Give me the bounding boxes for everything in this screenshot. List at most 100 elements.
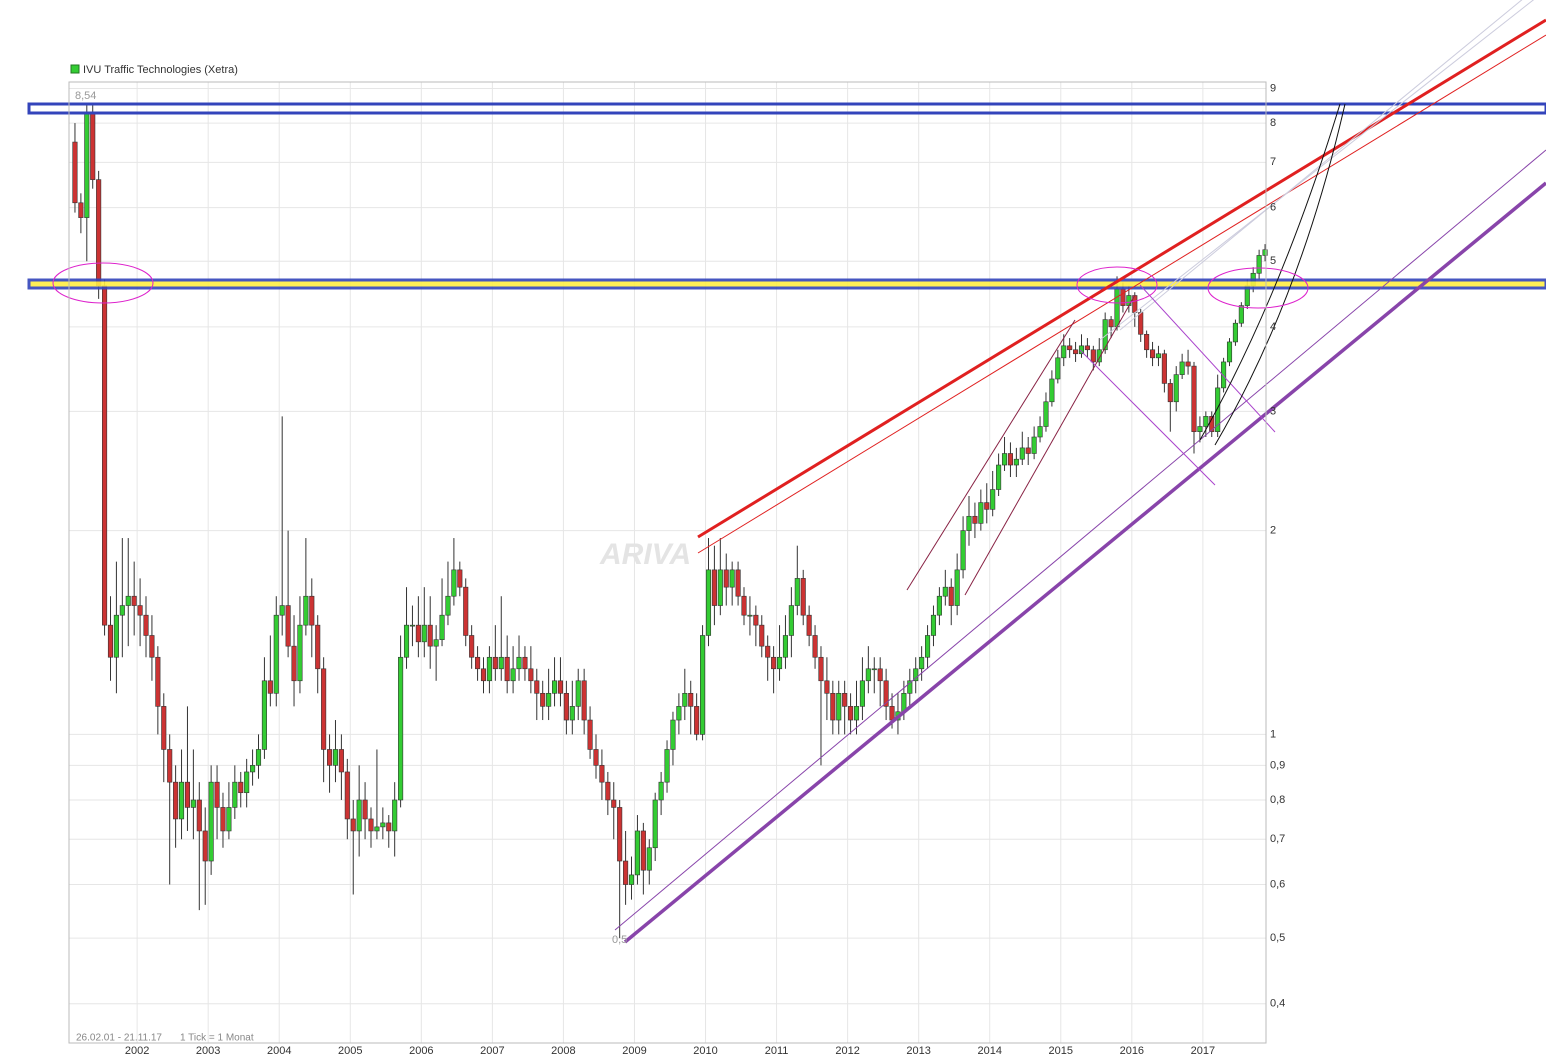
- candle-body: [267, 680, 273, 694]
- candle-body: [214, 781, 220, 808]
- candle-body: [504, 656, 510, 682]
- candle-body: [836, 692, 842, 721]
- candle-body: [1238, 305, 1244, 324]
- x-tick-label: 2006: [409, 1045, 433, 1056]
- candle-body: [593, 749, 599, 766]
- candle-body: [356, 799, 362, 832]
- y-tick-label: 0,6: [1270, 878, 1285, 890]
- x-tick-label: 2015: [1049, 1045, 1073, 1056]
- candle-body: [782, 635, 789, 658]
- plot-frame: [68, 81, 1267, 1044]
- highlight: [1076, 266, 1158, 304]
- candle-body: [540, 692, 546, 707]
- candle-body: [628, 874, 635, 885]
- candle-body: [563, 692, 569, 721]
- candle-body: [652, 799, 658, 849]
- candle-body: [859, 680, 865, 707]
- candle-body: [883, 680, 889, 707]
- candle-body: [350, 818, 356, 832]
- candle-body: [919, 656, 925, 670]
- candle-body: [190, 799, 196, 808]
- candle-body: [711, 569, 717, 606]
- candle-body: [285, 605, 291, 647]
- curve: [1214, 103, 1346, 446]
- candle-body: [1138, 312, 1144, 335]
- trend-line: [614, 149, 1546, 931]
- candle-body: [178, 781, 185, 820]
- x-tick-label: 2016: [1120, 1045, 1144, 1056]
- y-tick-label: 7: [1270, 156, 1276, 168]
- candle-body: [670, 719, 676, 750]
- candle-body: [427, 624, 433, 647]
- candle-body: [1055, 357, 1061, 380]
- y-tick-label: 0,4: [1270, 998, 1285, 1010]
- x-tick-label: 2008: [551, 1045, 575, 1056]
- x-tick-label: 2007: [480, 1045, 504, 1056]
- candle-body: [403, 624, 410, 658]
- candle-body: [196, 799, 202, 832]
- x-tick-label: 2011: [765, 1045, 789, 1056]
- candle-body: [948, 586, 954, 606]
- candle-body: [1197, 426, 1203, 433]
- candle-body: [1096, 349, 1102, 363]
- candle-body: [161, 706, 167, 750]
- candle-body: [321, 668, 327, 750]
- candle-body: [72, 141, 78, 204]
- candle-body: [658, 781, 664, 801]
- trend-line: [1099, 0, 1535, 341]
- candle-body: [475, 656, 481, 670]
- candle-body: [445, 595, 451, 616]
- channel-line: [1079, 349, 1216, 486]
- candle-body: [332, 749, 339, 766]
- candle-body: [374, 826, 380, 832]
- candle-body: [273, 614, 279, 694]
- candle-body: [1037, 426, 1043, 438]
- candle-body: [575, 680, 581, 707]
- candle-body: [184, 781, 191, 808]
- candle-body: [528, 668, 534, 682]
- candle-body: [486, 656, 492, 682]
- candle-body: [877, 668, 883, 682]
- candle-body: [824, 680, 830, 694]
- candle-body: [569, 706, 575, 721]
- candle-body: [557, 680, 564, 694]
- candle-body: [250, 765, 256, 773]
- trend-line: [1119, 0, 1523, 331]
- candle-body: [617, 807, 623, 862]
- candle-body: [1001, 453, 1008, 466]
- channel-line: [1139, 284, 1276, 433]
- candle-body: [498, 656, 504, 670]
- candle-body: [623, 860, 629, 885]
- trend-line: [623, 181, 1546, 944]
- candle-body: [155, 656, 161, 707]
- candle-body: [605, 781, 611, 801]
- candle-body: [303, 595, 309, 626]
- candle-body: [735, 569, 741, 597]
- legend-label: IVU Traffic Technologies (Xetra): [83, 64, 238, 76]
- y-tick-label: 0,7: [1270, 833, 1285, 845]
- drawings: [27, 0, 1546, 944]
- y-tick-label: 3: [1270, 405, 1276, 417]
- candle-body: [818, 656, 824, 682]
- candle-body: [338, 749, 344, 773]
- candle-body: [741, 595, 747, 616]
- x-tick-label: 2010: [693, 1045, 717, 1056]
- y-tick-label: 9: [1270, 82, 1276, 94]
- candle-body: [362, 799, 368, 820]
- candle-body: [1090, 349, 1096, 363]
- annotation: 8,54: [75, 90, 96, 102]
- candle-body: [409, 624, 415, 627]
- candle-body: [853, 706, 860, 721]
- candle-body: [1215, 387, 1221, 433]
- candle-body: [119, 605, 125, 616]
- candle-body: [848, 706, 854, 721]
- x-tick-label: 2017: [1191, 1045, 1215, 1056]
- candle-body: [131, 595, 137, 606]
- candle-body: [1061, 345, 1067, 359]
- candle-body: [1221, 361, 1227, 389]
- candle-body: [1144, 333, 1150, 351]
- candle-body: [776, 656, 783, 670]
- candle-body: [279, 605, 285, 616]
- candle-body: [694, 706, 700, 735]
- candle-body: [611, 799, 617, 808]
